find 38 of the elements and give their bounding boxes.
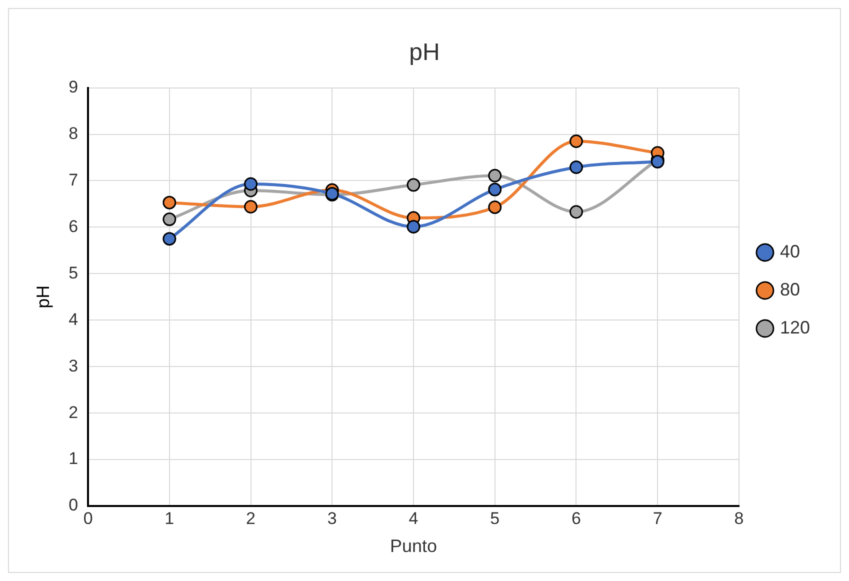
legend-label: 40 — [780, 241, 800, 262]
point — [162, 196, 176, 210]
y-tick-label: 0 — [68, 496, 78, 515]
y-tick-label: 4 — [68, 310, 78, 329]
y-tick-label: 2 — [68, 402, 78, 422]
point — [406, 178, 420, 192]
y-axis-title: pH — [32, 285, 53, 308]
y-tick-label: 3 — [68, 356, 78, 376]
chart-title: pH — [409, 39, 440, 66]
y-tick-label: 5 — [68, 263, 78, 282]
legend-label: 120 — [780, 317, 810, 338]
point — [488, 168, 502, 182]
point — [244, 200, 258, 214]
point — [569, 205, 583, 219]
x-tick-label: 0 — [83, 508, 93, 528]
x-tick-label: 2 — [246, 508, 256, 528]
point — [244, 177, 258, 191]
point — [488, 182, 502, 196]
x-tick-label: 6 — [572, 508, 581, 528]
x-tick-label: 7 — [652, 508, 662, 528]
point — [488, 200, 502, 214]
point — [162, 232, 176, 246]
point — [162, 212, 176, 226]
x-tick-label: 8 — [734, 508, 744, 528]
y-tick-label: 7 — [68, 170, 78, 190]
point — [569, 160, 583, 174]
y-tick-label: 9 — [68, 77, 78, 96]
x-tick-label: 1 — [164, 508, 174, 528]
y-tick-label: 8 — [68, 124, 78, 143]
y-tick-label: 1 — [68, 449, 78, 468]
x-tick-label: 3 — [327, 508, 337, 528]
x-tick-label: 4 — [408, 508, 418, 528]
point — [569, 134, 583, 148]
point — [406, 220, 420, 234]
x-axis-title: Punto — [390, 536, 438, 556]
y-tick-label: 6 — [68, 216, 78, 236]
legend-label: 80 — [780, 279, 800, 300]
x-tick-label: 5 — [490, 508, 500, 528]
